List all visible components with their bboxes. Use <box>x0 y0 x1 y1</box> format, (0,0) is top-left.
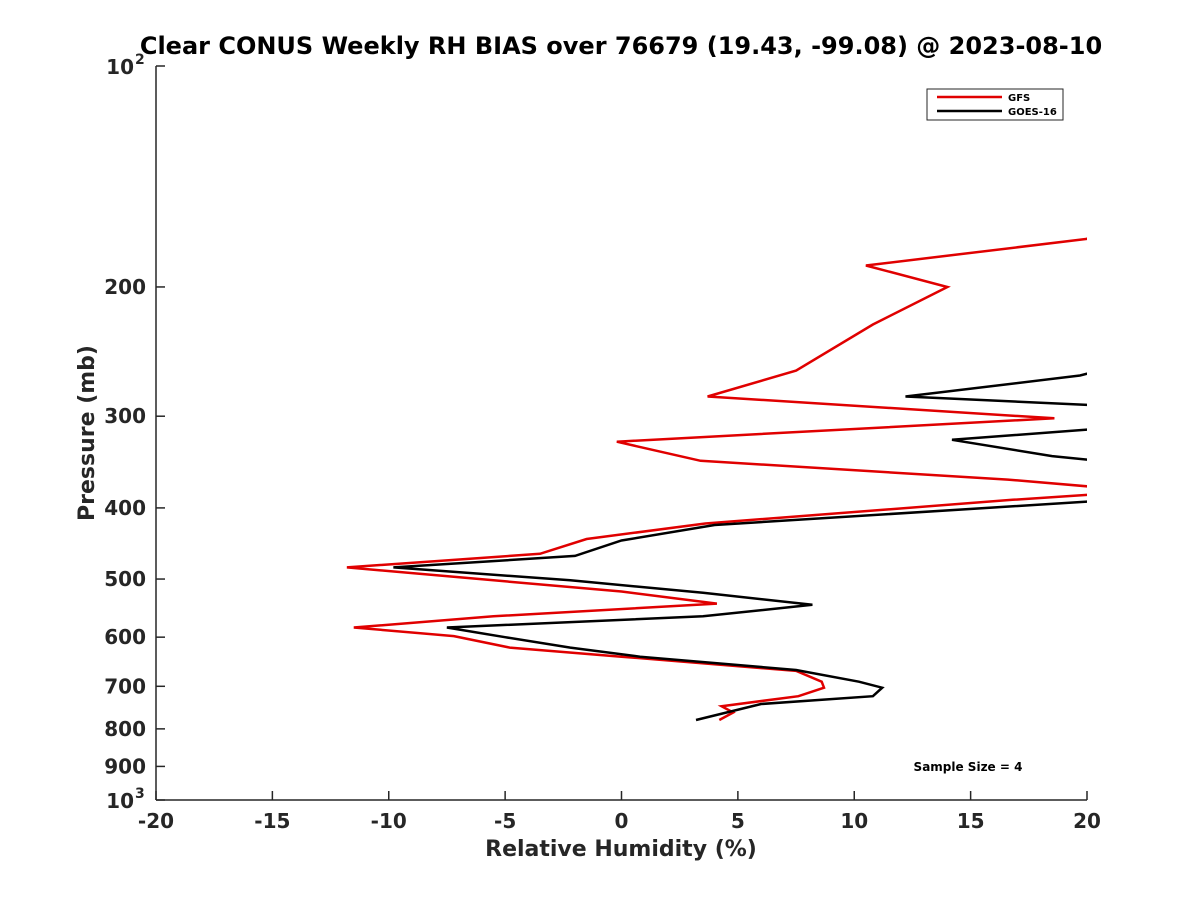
y-tick-exponent: 2 <box>135 52 145 68</box>
x-tick-label: 15 <box>957 809 985 833</box>
y-tick-label: 400 <box>104 496 146 520</box>
series-line-goes-16 <box>393 372 1087 722</box>
x-tick-label: 0 <box>615 809 629 833</box>
x-ticks: -20 -15 -10 -5 0 5 10 15 20 <box>138 791 1101 833</box>
sample-size-annotation: Sample Size = 4 <box>914 760 1023 774</box>
y-tick-label: 600 <box>104 625 146 649</box>
x-axis-label: Relative Humidity (%) <box>485 837 757 862</box>
legend: GFS GOES-16 <box>926 88 1064 121</box>
y-tick-label: 700 <box>104 674 146 698</box>
series-line-gfs <box>346 237 1087 722</box>
axes <box>155 66 1087 801</box>
y-tick-label: 900 <box>104 754 146 778</box>
x-tick-label: -20 <box>138 809 174 833</box>
y-tick-label: 200 <box>104 275 146 299</box>
y-tick-label: 10 <box>106 789 134 813</box>
x-tick-label: -10 <box>371 809 407 833</box>
y-axis-label: Pressure (mb) <box>75 345 100 521</box>
series-group <box>346 237 1087 722</box>
x-tick-label: -15 <box>254 809 290 833</box>
legend-label: GOES-16 <box>1008 107 1057 118</box>
legend-box <box>926 88 1064 121</box>
chart-title: Clear CONUS Weekly RH BIAS over 76679 (1… <box>140 32 1102 60</box>
x-tick-label: 20 <box>1073 809 1101 833</box>
y-tick-label: 800 <box>104 717 146 741</box>
x-tick-label: 5 <box>731 809 745 833</box>
y-tick-label: 10 <box>106 55 134 79</box>
y-tick-exponent: 3 <box>135 786 145 802</box>
plot-area <box>346 237 1087 722</box>
x-tick-label: 10 <box>840 809 868 833</box>
x-tick-label: -5 <box>494 809 516 833</box>
legend-label: GFS <box>1008 93 1030 104</box>
y-tick-label: 300 <box>104 404 146 428</box>
y-tick-label: 500 <box>104 567 146 591</box>
